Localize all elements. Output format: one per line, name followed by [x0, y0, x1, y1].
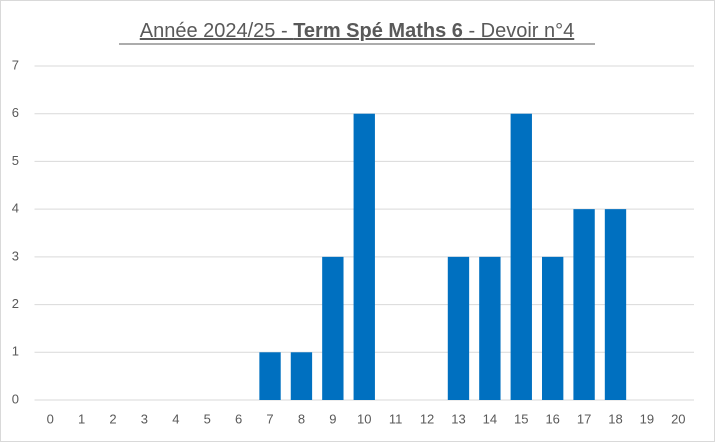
x-tick-label: 14	[483, 411, 497, 426]
x-tick-label: 13	[451, 411, 465, 426]
y-tick-label: 5	[12, 153, 19, 168]
bar	[353, 113, 375, 400]
x-tick-label: 12	[420, 411, 434, 426]
bar	[573, 209, 595, 400]
x-tick-label: 11	[389, 411, 403, 426]
bar	[510, 113, 532, 400]
x-tick-label: 9	[329, 411, 336, 426]
x-tick-label: 10	[357, 411, 371, 426]
y-tick-label: 3	[12, 248, 19, 263]
x-tick-label: 17	[577, 411, 591, 426]
bar	[479, 256, 501, 400]
x-tick-label: 16	[545, 411, 559, 426]
bar	[290, 352, 313, 400]
title-part: Term Spé Maths 6	[293, 20, 463, 42]
bar	[259, 352, 281, 400]
bar	[322, 256, 344, 400]
bar	[447, 256, 470, 400]
x-tick-label: 3	[141, 411, 148, 426]
x-tick-label: 7	[266, 411, 273, 426]
chart-title: Année 2024/25 - Term Spé Maths 6 - Devoi…	[140, 20, 575, 42]
y-tick-label: 7	[12, 57, 19, 72]
bar	[542, 256, 564, 400]
x-tick-label: 5	[204, 411, 211, 426]
x-tick-label: 15	[514, 411, 528, 426]
x-tick-label: 18	[608, 411, 622, 426]
x-tick-label: 0	[47, 411, 54, 426]
x-tick-label: 20	[671, 411, 685, 426]
x-tick-label: 19	[640, 411, 654, 426]
y-tick-label: 6	[12, 105, 19, 120]
x-tick-label: 2	[109, 411, 116, 426]
bar	[604, 209, 627, 400]
y-tick-label: 4	[12, 201, 19, 216]
x-tick-label: 1	[78, 411, 85, 426]
y-tick-label: 2	[12, 296, 19, 311]
title-part: - Devoir n°4	[463, 20, 574, 42]
x-tick-label: 6	[235, 411, 242, 426]
x-tick-label: 8	[298, 411, 305, 426]
title-part: Année 2024/25 -	[140, 20, 293, 42]
y-tick-label: 0	[12, 391, 19, 406]
x-tick-label: 4	[172, 411, 179, 426]
y-tick-label: 1	[12, 344, 19, 359]
